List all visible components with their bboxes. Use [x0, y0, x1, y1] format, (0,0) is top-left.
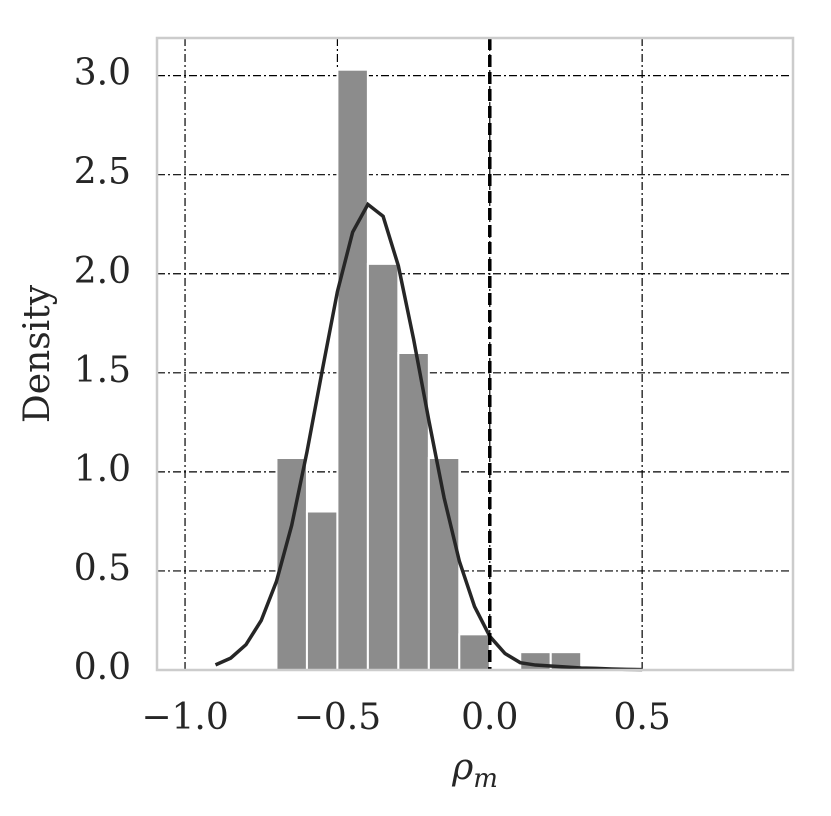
x-tick-label: −0.5	[294, 697, 381, 738]
bar	[366, 262, 400, 671]
y-tick-label: 1.5	[74, 350, 131, 391]
bar	[458, 633, 491, 672]
x-axis-label: ρm	[451, 747, 498, 794]
x-tick-label: −1.0	[141, 697, 228, 738]
y-tick-label: 2.0	[74, 251, 131, 292]
y-tick-label: 1.0	[74, 449, 131, 490]
x-tick-label: 0.5	[614, 697, 671, 738]
x-label-subscript: m	[473, 764, 498, 794]
y-tick-label: 0.0	[74, 647, 131, 688]
kde-line	[214, 201, 643, 672]
y-tick-label: 0.5	[74, 548, 131, 589]
bar	[305, 510, 339, 671]
y-tick-label: 3.0	[74, 53, 131, 94]
x-tick-label: 0.0	[461, 697, 518, 738]
y-tick-label: 2.5	[74, 152, 131, 193]
plot-frame	[155, 36, 795, 672]
y-axis-label: Density	[17, 284, 58, 423]
x-label-symbol: ρ	[451, 747, 473, 788]
bar	[336, 68, 369, 672]
bar	[397, 352, 430, 671]
